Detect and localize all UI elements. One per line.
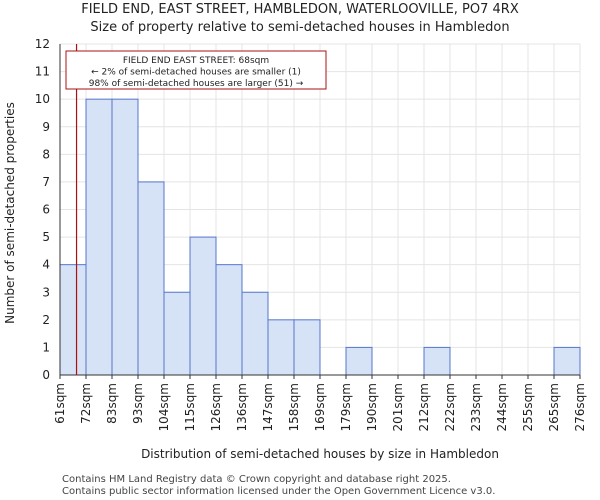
bar [553,346,581,376]
bar [59,264,87,376]
bar [215,264,243,376]
x-tick-label: 255sqm [521,383,535,431]
y-tick-label: 4 [42,258,50,272]
x-tick-label: 93sqm [131,383,145,424]
y-tick-label: 12 [35,37,50,51]
property-marker: FIELD END EAST STREET: 68sqm ← 2% of semi… [65,44,327,375]
chart-subtitle: Size of property relative to semi-detach… [90,20,510,35]
x-tick-label: 61sqm [53,383,67,424]
x-tick-label: 276sqm [573,383,587,431]
y-tick-label: 2 [42,313,50,327]
x-tick-label: 169sqm [313,383,327,431]
x-tick-label: 201sqm [391,383,405,431]
y-tick-label: 1 [42,340,50,354]
bar [137,181,165,376]
x-tick-label: 158sqm [287,383,301,431]
bar [293,319,321,376]
y-tick-label: 0 [42,368,50,382]
annotation-line: ← 2% of semi-detached houses are smaller… [91,68,301,78]
bar [163,291,191,376]
annotation-box [65,50,327,90]
y-axis-label: Number of semi-detached properties [3,102,17,324]
x-tick-label: 72sqm [79,383,93,424]
x-tick-label: 212sqm [417,383,431,431]
chart-title: FIELD END, EAST STREET, HAMBLEDON, WATER… [81,2,519,17]
x-tick-label: 136sqm [235,383,249,431]
x-tick-label: 115sqm [183,383,197,431]
x-tick-label: 126sqm [209,383,223,431]
y-tick-label: 3 [42,285,50,299]
x-axis-label: Distribution of semi-detached houses by … [141,447,499,461]
x-tick-label: 244sqm [495,383,509,431]
y-tick-label: 9 [42,120,50,134]
x-tick-label: 83sqm [105,383,119,424]
x-tick-label: 190sqm [365,383,379,431]
bar [345,346,373,376]
bar [189,236,217,376]
y-tick-label: 10 [35,92,50,106]
footer-licence: Contains public sector information licen… [62,486,496,497]
footer-copyright: Contains HM Land Registry data © Crown c… [62,474,451,485]
bar [241,291,269,376]
bar [423,346,451,376]
x-tick-label: 265sqm [547,383,561,431]
y-tick-label: 8 [42,147,50,161]
x-tick-label: 104sqm [157,383,171,431]
x-tick-label: 147sqm [261,383,275,431]
y-tick-label: 6 [42,203,50,217]
annotation-line: 98% of semi-detached houses are larger (… [89,79,304,89]
x-tick-label: 179sqm [339,383,353,431]
bar [85,98,113,376]
x-tick-labels: 61sqm 72sqm 83sqm 93sqm 104sqm 115sqm 126sqm 13… [53,375,587,431]
bar [267,319,295,376]
y-tick-label: 5 [42,230,50,244]
y-tick-label: 11 [35,65,50,79]
bar [111,98,139,376]
annotation-line: FIELD END EAST STREET: 68sqm [123,56,269,66]
x-tick-label: 222sqm [443,383,457,431]
bars [59,98,581,376]
y-tick-label: 7 [42,175,50,189]
x-tick-label: 233sqm [469,383,483,431]
